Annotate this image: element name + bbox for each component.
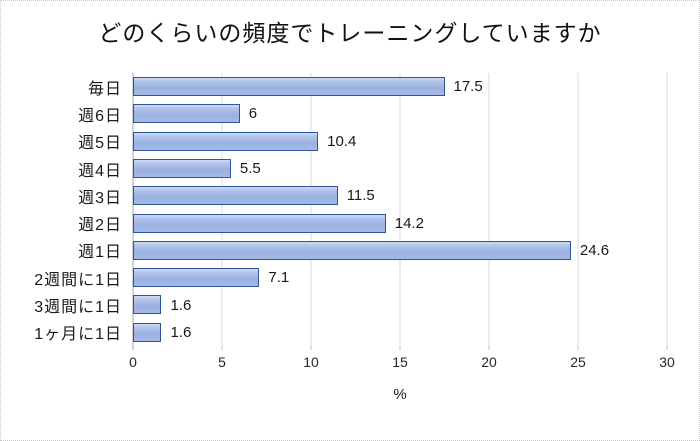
category-axis: 毎日週6日週5日週4日週3日週2日週1日 2週間に1日 3週間に1日 1ヶ月に1日 xyxy=(1,73,122,346)
category-label: 週6日 xyxy=(78,107,122,125)
tick-mark xyxy=(577,346,579,350)
category-label: 週4日 xyxy=(78,162,122,180)
category-label: 週5日 xyxy=(78,135,122,153)
chart-title: どのくらいの頻度でトレーニングしていますか xyxy=(98,20,602,46)
category-label: 週3日 xyxy=(78,189,122,207)
x-tick-label: 10 xyxy=(303,354,319,370)
bar xyxy=(133,158,231,178)
x-tick-label: 0 xyxy=(129,354,137,370)
gridline xyxy=(221,73,223,346)
bar xyxy=(133,186,338,206)
gridline xyxy=(310,73,312,346)
gridline xyxy=(577,73,579,346)
value-label: 24.6 xyxy=(579,241,610,259)
tick-mark xyxy=(488,346,490,350)
gridline xyxy=(666,73,668,346)
gridline xyxy=(399,73,401,346)
value-label: 1.6 xyxy=(170,296,192,314)
bar xyxy=(133,268,260,288)
value-label: 11.5 xyxy=(346,187,375,205)
x-tick-label: 5 xyxy=(218,354,226,370)
category-label: 週2日 xyxy=(78,217,122,235)
x-axis-label: % xyxy=(393,386,407,403)
x-tick-label: 20 xyxy=(481,354,497,370)
bar xyxy=(133,77,445,96)
value-label: 14.2 xyxy=(394,214,424,232)
bar xyxy=(133,131,319,151)
category-label: 1ヶ月に1日 xyxy=(34,326,122,344)
category-label: 3週間に1日 xyxy=(34,299,122,317)
tick-mark xyxy=(221,346,223,350)
value-label: 6 xyxy=(248,105,258,123)
x-tick-label: 25 xyxy=(570,354,586,370)
tick-mark xyxy=(666,346,668,350)
value-label: 17.5 xyxy=(453,78,483,96)
gridline xyxy=(488,73,490,346)
x-tick-label: 30 xyxy=(659,354,675,370)
tick-mark xyxy=(310,346,312,350)
x-tick-label: 15 xyxy=(392,354,408,370)
value-label: 5.5 xyxy=(239,160,261,178)
value-axis: 0 5 10 15 20 25 30 xyxy=(129,354,675,372)
plot-area: 17.5 6 10.4 5.5 11.5 14.2 24.6 7.1 1.6 1.6 xyxy=(132,73,668,350)
category-label: 2週間に1日 xyxy=(34,271,122,289)
value-label: 7.1 xyxy=(268,269,290,287)
category-label: 週1日 xyxy=(78,244,122,262)
category-label: 毎日 xyxy=(87,80,122,98)
value-label: 1.6 xyxy=(170,323,192,341)
bar xyxy=(133,322,162,342)
tick-mark xyxy=(399,346,401,350)
bar xyxy=(133,213,386,233)
category-axis-line xyxy=(132,73,134,350)
bar xyxy=(133,104,240,124)
bar xyxy=(133,240,571,260)
bar xyxy=(133,295,162,315)
value-label: 10.4 xyxy=(327,132,357,150)
